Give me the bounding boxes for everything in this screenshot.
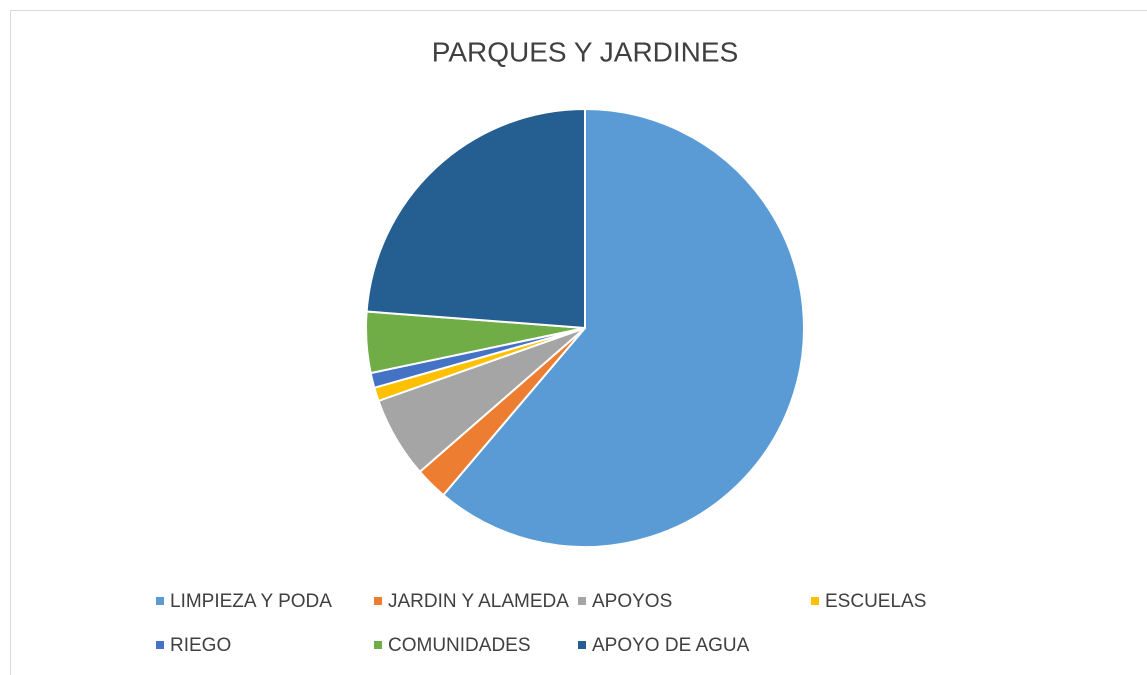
pie-slice (441, 107, 805, 548)
legend-swatch (374, 597, 382, 605)
legend-swatch (374, 641, 382, 649)
legend-swatch (811, 597, 819, 605)
legend-swatch (578, 641, 586, 649)
legend-label: ESCUELAS (825, 591, 926, 612)
legend-swatch (578, 597, 586, 605)
legend-label: COMUNIDADES (388, 635, 531, 656)
legend-label: APOYOS (592, 591, 672, 612)
chart-title: PARQUES Y JARDINES (432, 36, 739, 67)
legend-label: RIEGO (170, 635, 231, 656)
legend-swatch (156, 641, 164, 649)
legend-swatch (156, 597, 164, 605)
legend-label: APOYO DE AGUA (592, 635, 750, 656)
legend-label: JARDIN Y ALAMEDA (388, 591, 569, 612)
pie-slice (365, 107, 586, 330)
legend-label: LIMPIEZA Y PODA (170, 591, 332, 612)
